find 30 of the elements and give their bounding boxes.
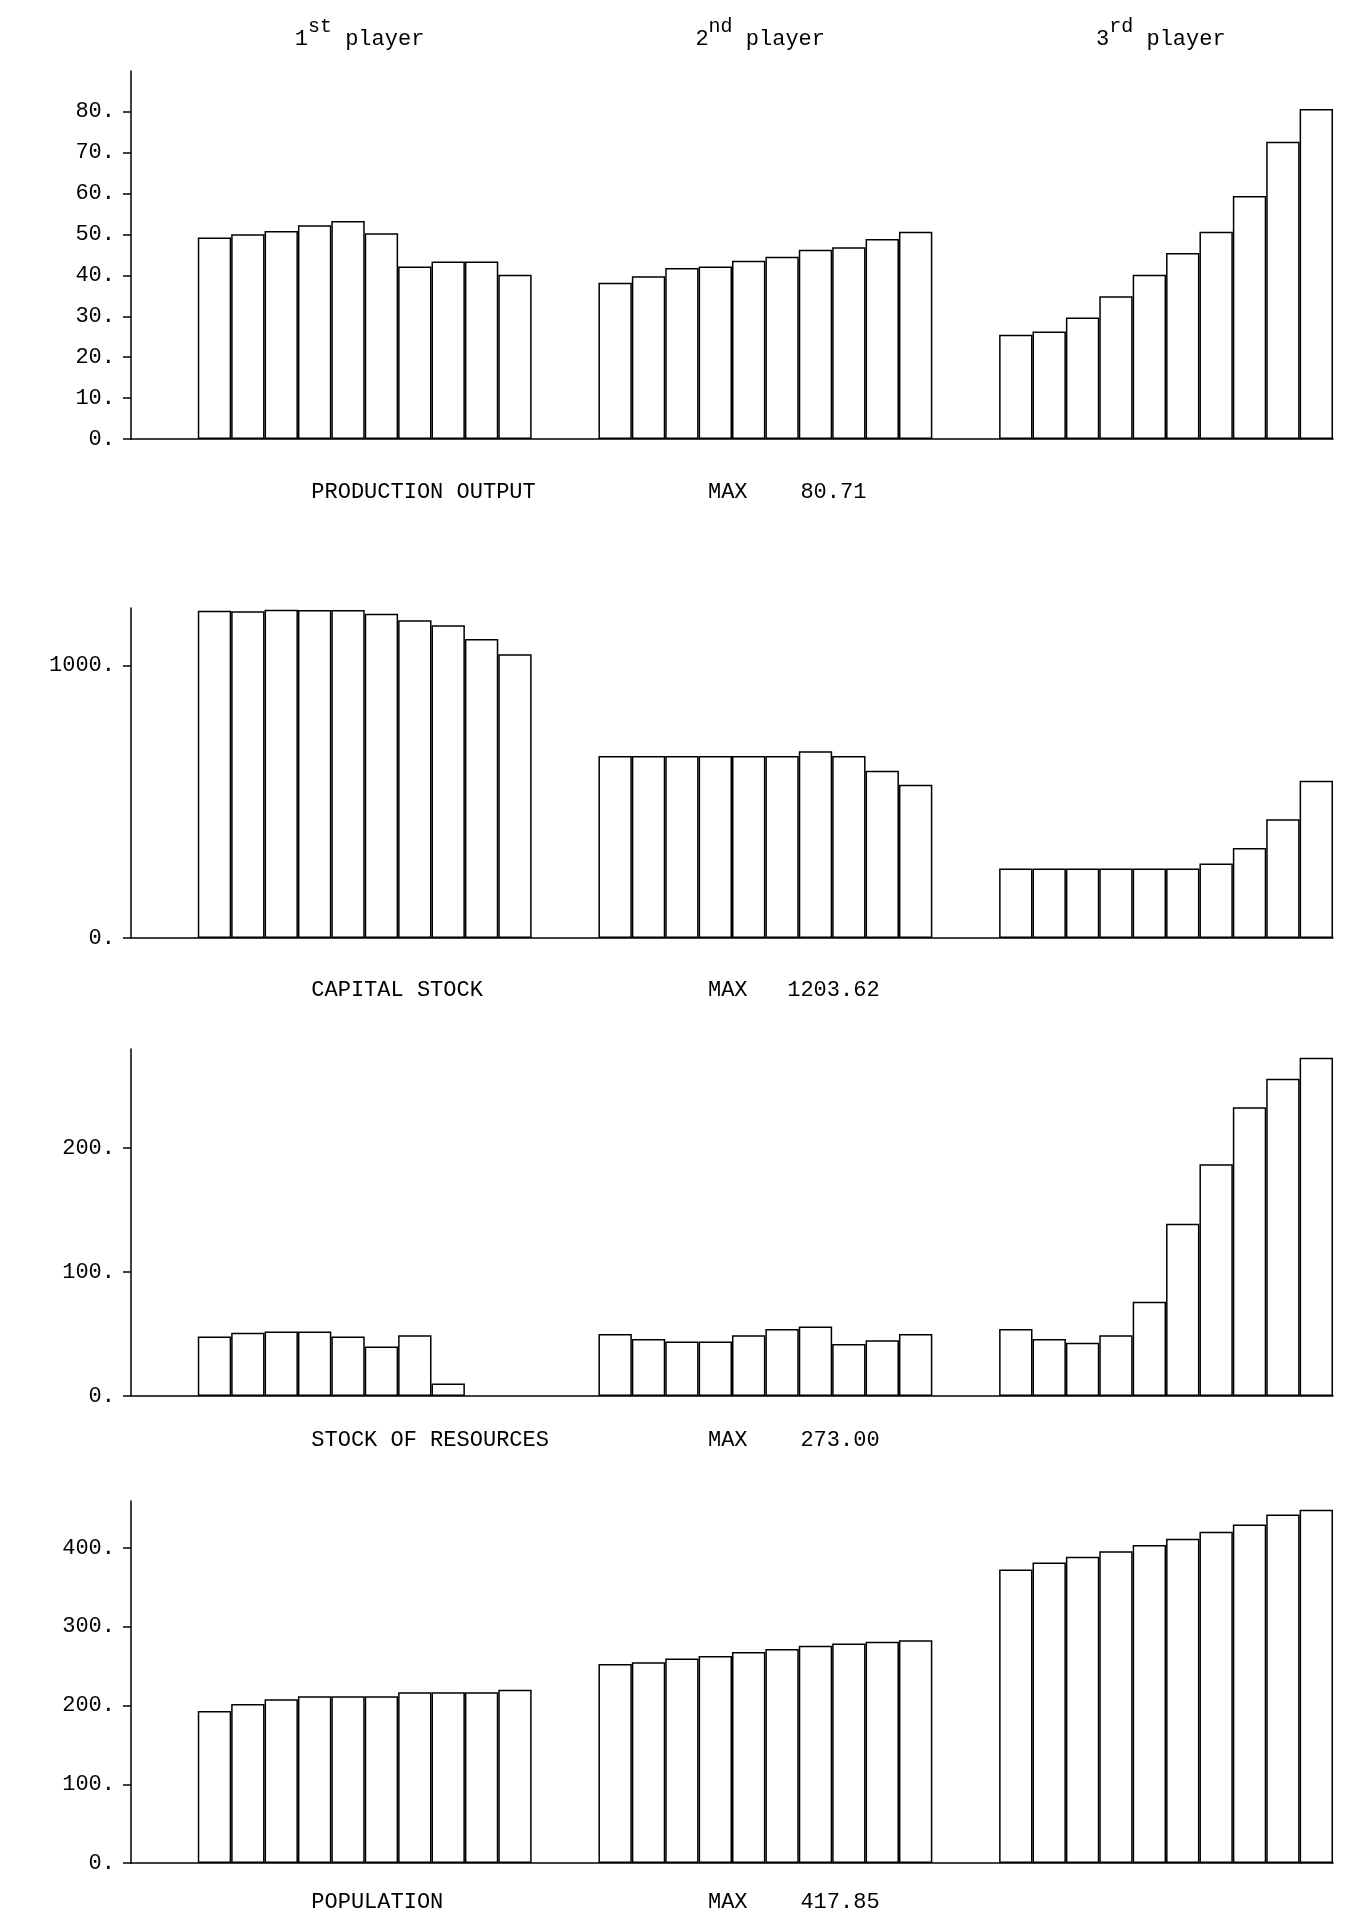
- text: MAX 417.85: [707, 1889, 880, 1915]
- y-tick-label: 200.: [62, 1135, 115, 1161]
- text: MAX 273.00: [707, 1427, 880, 1453]
- y-tick-label: 1000.: [48, 652, 115, 678]
- text: MAX 1203.62: [707, 977, 880, 1003]
- x-axis-title: PRODUCTION OUTPUT: [311, 479, 536, 505]
- text: 2nd player: [695, 14, 826, 52]
- y-tick-label: 50.: [75, 222, 115, 248]
- y-tick-label: 400.: [62, 1535, 115, 1561]
- y-tick-label: 30.: [75, 303, 115, 329]
- x-axis-title: STOCK OF RESOURCES: [311, 1427, 549, 1453]
- y-tick-label: 80.: [75, 99, 115, 125]
- text: 3rd player: [1096, 14, 1226, 52]
- y-tick-label: 0.: [88, 1850, 115, 1876]
- y-tick-label: 70.: [75, 140, 115, 166]
- text: 1st player: [294, 14, 425, 52]
- text: MAX 80.71: [707, 479, 867, 505]
- y-tick-label: 200.: [62, 1693, 115, 1719]
- y-tick-label: 300.: [62, 1614, 115, 1640]
- x-axis-title: CAPITAL STOCK: [311, 977, 484, 1003]
- y-tick-label: 100.: [62, 1771, 115, 1797]
- y-tick-label: 100.: [62, 1259, 115, 1285]
- x-axis-title: POPULATION: [311, 1889, 444, 1915]
- y-tick-label: 20.: [75, 344, 115, 370]
- y-tick-label: 0.: [88, 426, 115, 452]
- y-tick-label: 0.: [88, 925, 115, 951]
- y-tick-label: 60.: [75, 181, 115, 207]
- y-tick-label: 40.: [75, 262, 115, 288]
- y-tick-label: 0.: [88, 1383, 115, 1409]
- y-tick-label: 10.: [75, 385, 115, 411]
